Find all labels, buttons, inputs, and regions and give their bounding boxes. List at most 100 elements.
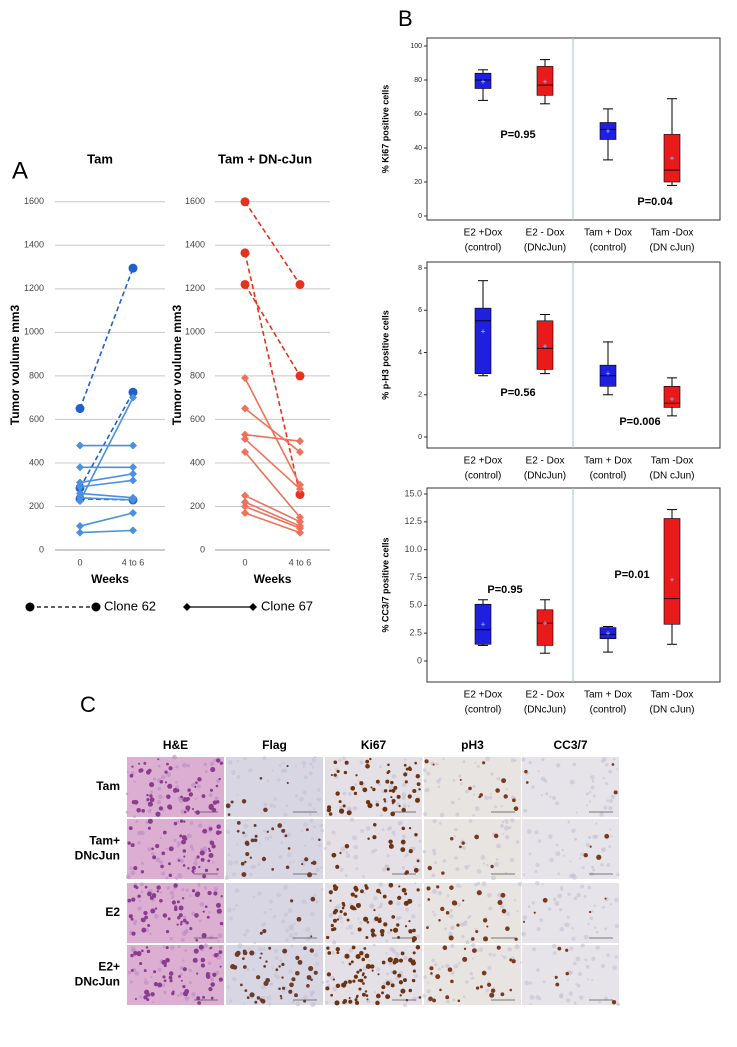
stained-nucleus (259, 956, 262, 959)
stained-nucleus (150, 992, 155, 997)
stained-nucleus (215, 952, 219, 956)
texture (254, 952, 257, 955)
texture (331, 830, 336, 835)
stained-nucleus (138, 768, 143, 773)
stained-nucleus (183, 855, 186, 858)
texture (437, 967, 441, 971)
texture (401, 834, 407, 839)
texture (137, 906, 142, 911)
stained-nucleus (259, 776, 263, 780)
stained-nucleus (408, 767, 412, 771)
texture (423, 812, 428, 817)
data-point (241, 404, 249, 413)
stained-nucleus (380, 932, 385, 937)
stained-nucleus (139, 961, 143, 966)
y-tick-label: 2 (418, 392, 422, 399)
texture (149, 932, 152, 936)
y-tick-label: 200 (190, 501, 205, 511)
y-tick-label: 1000 (185, 327, 205, 337)
series-line (244, 494, 301, 523)
texture (342, 756, 346, 761)
texture (182, 762, 187, 768)
texture (431, 873, 436, 878)
texture (490, 772, 494, 776)
stained-nucleus (187, 788, 191, 792)
stained-nucleus (483, 936, 489, 942)
box (663, 385, 681, 408)
stained-nucleus (405, 767, 409, 771)
texture (243, 823, 249, 829)
texture (155, 857, 161, 863)
texture (467, 916, 471, 920)
stained-nucleus (128, 826, 133, 831)
data-point (295, 490, 305, 499)
stained-nucleus (183, 810, 187, 814)
texture (236, 793, 239, 796)
texture (464, 864, 469, 870)
stained-nucleus (459, 845, 462, 849)
texture (478, 947, 484, 952)
stained-nucleus (328, 812, 333, 816)
stained-nucleus (463, 947, 467, 951)
stained-nucleus (351, 906, 356, 911)
texture (217, 940, 220, 943)
stained-nucleus (362, 787, 368, 793)
texture (197, 882, 201, 886)
stained-nucleus (435, 974, 441, 980)
texture (391, 774, 397, 779)
x-tick-sublabel: (DN cJun) (649, 243, 694, 254)
texture (269, 803, 274, 808)
texture (558, 908, 563, 912)
texture (185, 888, 189, 892)
texture (203, 762, 208, 767)
texture (539, 918, 543, 922)
texture (454, 856, 458, 860)
stained-nucleus (146, 793, 149, 797)
stained-nucleus (193, 948, 199, 954)
stained-nucleus (235, 950, 241, 956)
texture (327, 983, 331, 987)
stained-nucleus (207, 847, 211, 850)
texture (176, 841, 182, 846)
texture (353, 844, 359, 850)
column-header: CC3/7 (553, 738, 587, 752)
stained-nucleus (281, 976, 284, 979)
texture (591, 956, 596, 961)
texture (575, 811, 578, 814)
texture (362, 966, 368, 971)
stained-nucleus (189, 927, 193, 931)
stained-nucleus (486, 925, 489, 928)
texture (455, 812, 460, 817)
stained-nucleus (373, 909, 376, 912)
texture (407, 804, 411, 808)
stained-nucleus (449, 837, 454, 841)
x-tick-label: 0 (77, 557, 82, 567)
stained-nucleus (249, 992, 255, 998)
y-tick-label: 200 (29, 501, 44, 511)
texture (456, 883, 461, 888)
texture (263, 802, 268, 807)
stained-nucleus (207, 859, 211, 863)
texture (605, 763, 609, 767)
x-tick-label: Tam + Dox (584, 690, 632, 701)
stained-nucleus (336, 951, 340, 955)
texture (250, 864, 256, 870)
row-label: Tam (96, 779, 120, 793)
texture (139, 882, 144, 887)
stained-nucleus (411, 978, 416, 983)
texture (228, 760, 233, 765)
data-point (241, 430, 249, 439)
texture (231, 770, 236, 776)
stained-nucleus (271, 827, 275, 831)
texture (313, 952, 319, 958)
stained-nucleus (441, 871, 445, 875)
stained-nucleus (166, 794, 171, 799)
texture (316, 813, 320, 816)
stained-nucleus (396, 923, 400, 927)
micrograph (521, 880, 619, 943)
stained-nucleus (230, 800, 234, 804)
stained-nucleus (301, 863, 304, 866)
stained-nucleus (355, 996, 359, 999)
mean-marker (670, 577, 674, 582)
stained-nucleus (138, 762, 141, 765)
